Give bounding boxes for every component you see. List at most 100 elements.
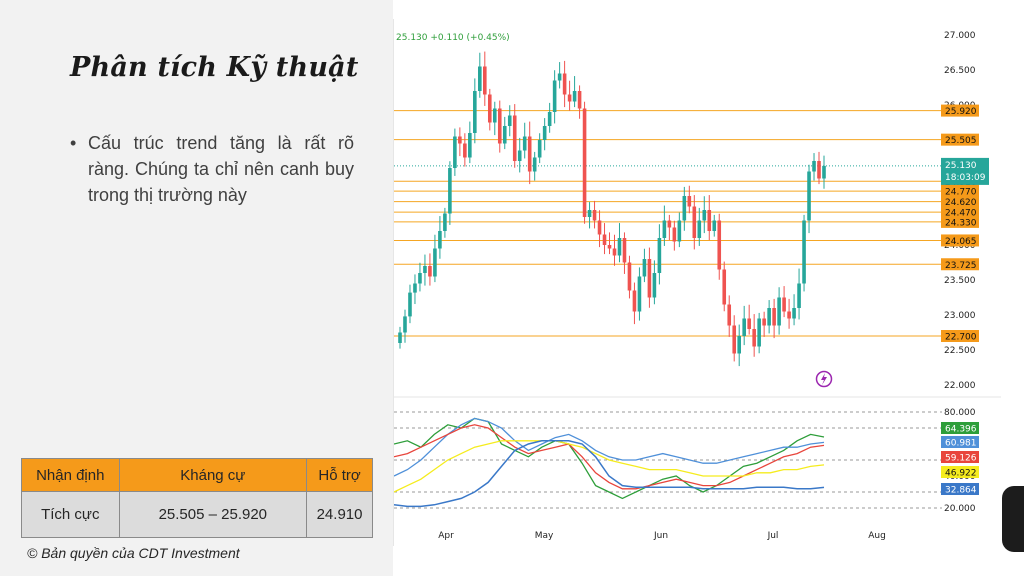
indicator-value-bg <box>941 451 979 463</box>
candle-body <box>667 220 672 228</box>
last-price-badge <box>941 157 989 185</box>
candle-body <box>717 220 722 270</box>
candle-body <box>737 336 741 354</box>
candle-body <box>642 259 647 277</box>
header-assessment: Nhận định <box>21 458 120 492</box>
indicator-value-label: 64.396 <box>945 425 977 435</box>
candle-body <box>562 73 567 95</box>
candle-body <box>433 248 437 277</box>
candle-body <box>617 238 622 256</box>
indicator-value-label: 59.126 <box>945 454 977 464</box>
candle-body <box>423 266 427 273</box>
candle-body <box>712 220 717 231</box>
indicator-value-label: 60.981 <box>945 439 977 449</box>
candle-body <box>557 73 562 81</box>
candle-body <box>398 332 402 343</box>
level-label: 25.505 <box>945 136 977 146</box>
candle-body <box>512 115 517 161</box>
level-label-bg <box>941 195 979 208</box>
candle-body <box>547 112 552 126</box>
ticker-readout: 25.130 +0.110 (+0.45%) <box>396 33 510 43</box>
candle-body <box>587 210 592 217</box>
level-label: 24.065 <box>945 237 977 247</box>
price-tick-label: 22.000 <box>944 381 976 391</box>
candle-body <box>757 318 761 347</box>
level-label: 24.620 <box>945 198 977 208</box>
header-support: Hỗ trợ <box>306 458 373 492</box>
chart-panel[interactable]: 22.00022.50023.00023.50024.00024.50025.0… <box>393 19 1001 546</box>
candle-body <box>468 133 472 158</box>
level-label: 24.330 <box>945 218 977 228</box>
slide-left-panel: Phân tích Kỹ thuật Cấu trúc trend tăng l… <box>0 0 393 576</box>
candle-body <box>537 140 542 158</box>
candle-body <box>602 234 607 245</box>
candle-body <box>647 259 652 298</box>
candle-body <box>747 318 751 329</box>
candle-body <box>542 126 547 140</box>
level-label-bg <box>941 104 979 117</box>
sr-table: Nhận định Kháng cự Hỗ trợ Tích cực 25.50… <box>21 458 373 538</box>
candle-body <box>408 292 412 317</box>
candle-body <box>697 220 702 238</box>
candle-body <box>527 136 532 172</box>
candle-body <box>532 157 537 172</box>
indicator-tick-label: 80.000 <box>944 408 976 418</box>
x-tick-label: May <box>535 531 554 541</box>
level-label-bg <box>941 215 979 228</box>
candle-body <box>443 213 447 231</box>
price-tick-label: 27.000 <box>944 31 976 41</box>
level-label: 25.920 <box>945 107 977 117</box>
candle-body <box>418 273 422 284</box>
candle-body <box>413 283 417 293</box>
candle-body <box>483 66 487 95</box>
candle-body <box>572 91 577 102</box>
candle-body <box>463 143 467 158</box>
price-tick-label: 23.000 <box>944 311 976 321</box>
decorative-tab <box>1002 486 1024 552</box>
candle-body <box>577 91 582 109</box>
candle-body <box>807 171 811 221</box>
candle-body <box>592 210 597 221</box>
candle-body <box>582 108 587 217</box>
level-label: 24.770 <box>945 188 977 198</box>
header-resistance: Kháng cự <box>118 458 308 492</box>
candle-body <box>792 308 796 319</box>
indicator-value-label: 46.922 <box>945 469 977 479</box>
indicator-value-bg <box>941 422 979 434</box>
indicator-value-label: 32.864 <box>945 486 977 496</box>
candle-body <box>607 245 612 249</box>
candle-body <box>822 165 826 179</box>
cell-resistance: 25.505 – 25.920 <box>118 491 308 538</box>
candle-body <box>497 108 502 144</box>
table-header-row: Nhận định Kháng cự Hỗ trợ <box>21 458 373 492</box>
chart-svg[interactable]: 22.00022.50023.00023.50024.00024.50025.0… <box>393 19 1001 546</box>
candle-body <box>473 91 477 133</box>
indicator-value-bg <box>941 483 979 495</box>
candle-body <box>707 210 712 231</box>
candle-body <box>428 266 432 277</box>
candle-body <box>552 80 557 112</box>
candle-body <box>597 220 602 235</box>
x-tick-label: Apr <box>438 531 454 541</box>
candle-body <box>403 316 407 333</box>
indicator-value-bg <box>941 466 979 478</box>
price-tick-label: 26.500 <box>944 66 976 76</box>
cell-support: 24.910 <box>306 491 373 538</box>
candle-body <box>507 115 512 126</box>
x-tick-label: Jul <box>767 531 779 541</box>
candle-body <box>722 269 727 305</box>
indicator-line <box>393 440 825 493</box>
candle-body <box>627 262 632 291</box>
candle-body <box>458 136 462 144</box>
indicator-line <box>393 417 825 500</box>
candle-body <box>682 196 687 221</box>
x-tick-label: Aug <box>868 531 886 541</box>
candle-body <box>662 220 667 238</box>
indicator-line <box>393 417 825 477</box>
indicator-value-bg <box>941 436 979 448</box>
candle-body <box>612 248 617 256</box>
candle-body <box>478 66 482 91</box>
lightning-icon[interactable] <box>815 370 833 388</box>
candle-body <box>742 318 746 336</box>
candle-body <box>448 168 452 214</box>
